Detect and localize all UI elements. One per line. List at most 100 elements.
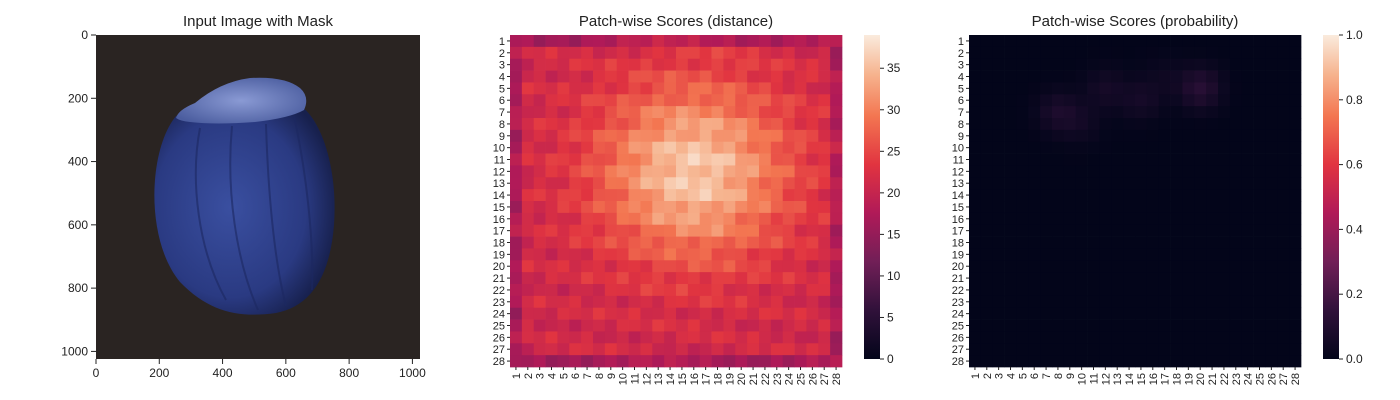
- distance-heatmap-cell: [782, 355, 795, 368]
- probability-heatmap-cell: [1182, 236, 1195, 249]
- distance-heatmap-cell: [652, 284, 665, 297]
- distance-heatmap-cell: [640, 94, 653, 107]
- distance-heatmap-cell: [782, 153, 795, 166]
- probability-heatmap-cell: [1135, 224, 1148, 237]
- distance-heatmap-cell: [759, 58, 772, 71]
- probability-heatmap-cell: [1063, 141, 1077, 154]
- distance-heatmap-cell: [794, 236, 807, 249]
- probability-heatmap-cell: [1052, 46, 1065, 60]
- distance-heatmap-cell: [604, 212, 618, 226]
- probability-heatmap-panel: Patch-wise Scores (probability) 11223344…: [952, 13, 1363, 385]
- probability-heatmap-cell: [1218, 319, 1231, 332]
- distance-heatmap-cell: [723, 295, 736, 309]
- probability-heatmap-cell: [969, 94, 982, 107]
- probability-heatmap-cell: [1289, 82, 1302, 95]
- distance-heatmap-y-tick-label: 7: [499, 107, 505, 119]
- image-x-tick-label: 200: [149, 366, 169, 380]
- probability-heatmap-cell: [1146, 70, 1160, 83]
- probability-heatmap-cell: [1135, 129, 1148, 143]
- distance-heatmap-cell: [581, 94, 594, 107]
- distance-heatmap-cell: [735, 260, 748, 273]
- probability-heatmap-y-tick-label: 26: [952, 332, 964, 344]
- probability-heatmap-cell: [1016, 46, 1029, 60]
- probability-heatmap-cell: [1158, 153, 1171, 166]
- probability-heatmap-cell: [1265, 201, 1278, 214]
- distance-heatmap-cell: [711, 343, 724, 356]
- probability-heatmap-cell: [969, 331, 982, 344]
- distance-heatmap-cell: [652, 343, 665, 356]
- distance-heatmap-cell: [782, 284, 795, 297]
- distance-heatmap-cell: [664, 284, 677, 297]
- distance-heatmap-cell: [747, 141, 760, 154]
- distance-heatmap-cell: [652, 58, 665, 71]
- probability-heatmap-y-tick-label: 12: [952, 166, 964, 178]
- image-y-tick-label: 600: [68, 218, 88, 232]
- distance-heatmap-cell: [533, 165, 546, 178]
- probability-heatmap-cell: [1218, 35, 1231, 48]
- probability-heatmap-cell: [1253, 129, 1266, 143]
- distance-heatmap-cell: [604, 94, 618, 107]
- probability-heatmap-cell: [1123, 236, 1136, 249]
- distance-heatmap-cell: [818, 129, 831, 143]
- distance-heatmap-cell: [711, 177, 724, 190]
- distance-heatmap-cell: [723, 319, 736, 332]
- distance-heatmap-cell: [723, 46, 736, 60]
- distance-heatmap-cell: [652, 94, 665, 107]
- probability-heatmap-y-tick-label: 5: [958, 83, 964, 95]
- distance-heatmap-cell: [735, 118, 748, 131]
- probability-heatmap-cell: [1206, 177, 1219, 190]
- probability-heatmap-cell: [992, 272, 1005, 285]
- distance-heatmap-cell: [676, 295, 689, 309]
- probability-heatmap-cell: [1170, 118, 1183, 131]
- distance-heatmap-cell: [711, 70, 724, 83]
- distance-heatmap-cell: [557, 355, 570, 368]
- probability-heatmap-y-tick-label: 21: [952, 273, 964, 285]
- distance-heatmap-cell: [687, 248, 701, 261]
- distance-heatmap-cell: [557, 224, 570, 237]
- distance-heatmap-cell: [794, 106, 807, 119]
- probability-heatmap-y-tick-label: 24: [952, 309, 964, 321]
- probability-heatmap-cell: [1111, 35, 1124, 48]
- distance-heatmap-cell: [664, 272, 677, 285]
- probability-heatmap-cell: [1289, 343, 1302, 356]
- distance-heatmap-cell: [735, 82, 748, 95]
- probability-heatmap-cell: [1241, 35, 1254, 48]
- probability-heatmap-cell: [992, 248, 1005, 261]
- distance-heatmap-x-tick-label: 23: [772, 373, 784, 385]
- distance-heatmap-cell: [652, 106, 665, 119]
- distance-heatmap-x-tick-label: 9: [606, 373, 618, 379]
- distance-heatmap-cell: [818, 165, 831, 178]
- image-x-tick-label: 400: [213, 366, 233, 380]
- distance-heatmap-y-tick-label: 25: [493, 321, 505, 333]
- distance-heatmap-x-tick-label: 16: [689, 373, 701, 385]
- distance-heatmap-cell: [759, 260, 772, 273]
- probability-heatmap-cell: [1289, 189, 1302, 202]
- distance-heatmap-cell: [593, 141, 606, 154]
- distance-heatmap-cell: [699, 284, 712, 297]
- probability-heatmap-cell: [1277, 46, 1290, 60]
- distance-heatmap-cell: [782, 189, 795, 202]
- probability-heatmap-y-tick-label: 2: [958, 48, 964, 60]
- distance-heatmap-cell: [640, 272, 653, 285]
- distance-heatmap-cell: [521, 153, 535, 166]
- distance-heatmap-cell: [818, 212, 831, 226]
- distance-heatmap-cell: [687, 272, 701, 285]
- distance-heatmap-cell: [711, 201, 724, 214]
- distance-heatmap-cell: [510, 201, 523, 214]
- distance-heatmap-cell: [711, 94, 724, 107]
- distance-heatmap-cell: [581, 236, 594, 249]
- probability-heatmap-cell: [1040, 46, 1053, 60]
- probability-heatmap-cell: [1040, 248, 1053, 261]
- distance-heatmap-cell: [687, 236, 701, 249]
- probability-heatmap-cell: [1146, 355, 1160, 368]
- distance-heatmap-cell: [628, 118, 641, 131]
- distance-heatmap-cell: [521, 319, 535, 332]
- distance-heatmap-cell: [616, 129, 629, 143]
- probability-heatmap-cell: [1241, 118, 1254, 131]
- probability-heatmap-cell: [1004, 212, 1017, 226]
- probability-heatmap-cell: [1229, 248, 1243, 261]
- probability-heatmap-cell: [969, 70, 982, 83]
- distance-heatmap-cell: [818, 106, 831, 119]
- probability-heatmap-cell: [1028, 272, 1041, 285]
- probability-heatmap-cell: [1028, 248, 1041, 261]
